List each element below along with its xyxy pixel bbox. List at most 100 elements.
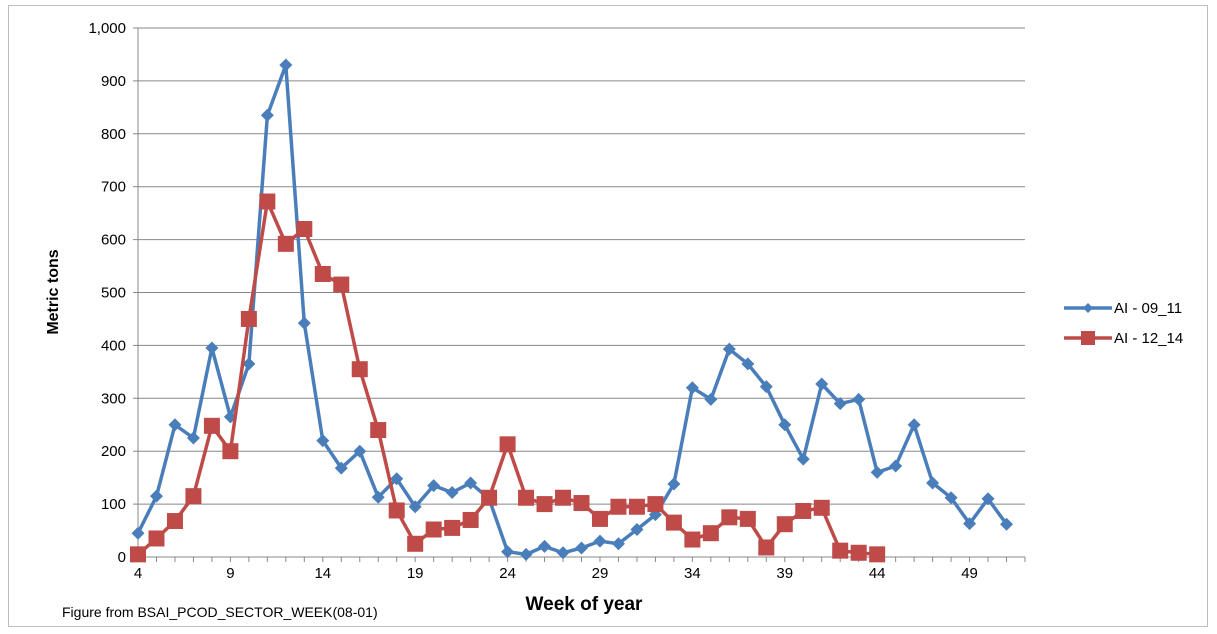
- data-point: [702, 525, 719, 542]
- legend-marker: [1083, 303, 1093, 313]
- data-point: [796, 452, 810, 466]
- x-tick-label: 39: [776, 565, 793, 582]
- y-tick-label: 500: [101, 285, 126, 302]
- data-point: [203, 417, 220, 434]
- data-point: [353, 444, 367, 458]
- y-tick-label: 0: [118, 549, 126, 566]
- data-point: [427, 479, 441, 493]
- x-tick-labels: 4 9 14 19 24 29 34 39 44 49: [134, 565, 978, 582]
- x-tick-label: 4: [134, 565, 142, 582]
- y-tick-label: 600: [101, 232, 126, 249]
- data-point: [334, 461, 348, 475]
- source-note: Figure from BSAI_PCOD_SECTOR_WEEK(08-01): [62, 604, 378, 620]
- data-point: [407, 535, 424, 552]
- data-point: [277, 235, 294, 252]
- data-point: [240, 310, 257, 327]
- data-point: [130, 546, 146, 563]
- data-point: [371, 490, 385, 504]
- data-point: [759, 380, 773, 394]
- data-point: [519, 547, 533, 561]
- data-point: [148, 530, 165, 547]
- x-tick-label: 24: [499, 565, 516, 582]
- data-point: [501, 545, 515, 559]
- data-point: [425, 521, 442, 538]
- data-point: [390, 472, 404, 486]
- y-tick-label: 100: [101, 496, 126, 513]
- data-point: [684, 531, 701, 548]
- data-point: [555, 489, 572, 506]
- x-tick-label: 14: [314, 565, 331, 582]
- data-point: [778, 418, 792, 432]
- data-point: [741, 357, 755, 371]
- data-point: [981, 492, 995, 506]
- data-point: [926, 476, 940, 490]
- data-point: [832, 542, 849, 559]
- data-point: [611, 537, 625, 551]
- data-point: [850, 544, 867, 561]
- data-point: [628, 498, 645, 515]
- y-axis-title: Metric tons: [45, 249, 62, 334]
- data-point: [351, 361, 368, 378]
- data-point: [131, 526, 145, 540]
- data-point: [907, 418, 921, 432]
- data-point: [815, 377, 829, 391]
- data-point: [333, 276, 350, 293]
- data-point: [776, 516, 793, 533]
- data-point: [297, 316, 311, 330]
- series-group: [130, 58, 1014, 563]
- data-point: [499, 436, 516, 453]
- data-point: [408, 500, 422, 514]
- data-point: [316, 434, 330, 448]
- data-point: [1000, 517, 1014, 531]
- legend: AI - 09_11 AI - 12_14: [1064, 300, 1183, 347]
- y-tick-label: 900: [101, 73, 126, 90]
- data-point: [538, 539, 552, 553]
- x-axis-title: Week of year: [526, 594, 643, 615]
- data-point: [370, 422, 387, 439]
- data-point: [869, 546, 886, 563]
- y-tick-label: 300: [101, 390, 126, 407]
- data-point: [591, 510, 608, 527]
- data-point: [667, 477, 681, 491]
- data-point: [685, 381, 699, 395]
- data-point: [186, 431, 200, 445]
- data-point: [610, 498, 627, 515]
- legend-label: AI - 12_14: [1114, 330, 1183, 347]
- data-point: [795, 502, 812, 519]
- data-point: [575, 541, 588, 555]
- data-point: [242, 357, 256, 371]
- data-point: [722, 342, 736, 356]
- data-point: [739, 510, 756, 527]
- x-tick-label: 29: [592, 565, 609, 582]
- data-point: [647, 496, 664, 513]
- y-tick-label: 800: [101, 126, 126, 143]
- data-point: [870, 465, 884, 479]
- data-point: [573, 495, 590, 512]
- y-tick-labels: 0 100 200 300 400 500 600 700 800 900 1,000: [88, 20, 126, 566]
- data-point: [462, 511, 479, 528]
- data-point: [852, 392, 866, 406]
- legend-marker: [1081, 331, 1095, 345]
- data-point: [721, 509, 738, 526]
- data-point: [704, 392, 718, 406]
- data-point: [388, 502, 405, 519]
- x-tick-label: 9: [226, 565, 234, 582]
- data-point: [944, 491, 958, 505]
- data-point: [536, 496, 553, 513]
- data-point: [556, 546, 570, 560]
- series-2: [130, 193, 886, 563]
- data-point: [222, 443, 239, 460]
- x-tick-label: 44: [869, 565, 886, 582]
- data-point: [279, 58, 293, 72]
- data-point: [185, 488, 202, 505]
- data-point: [149, 489, 163, 503]
- data-point: [963, 517, 977, 531]
- data-point: [205, 341, 219, 355]
- data-point: [296, 221, 313, 238]
- legend-item: AI - 09_11: [1064, 300, 1182, 317]
- data-point: [168, 418, 182, 432]
- data-point: [260, 108, 274, 122]
- data-point: [464, 476, 478, 490]
- x-tick-label: 49: [961, 565, 978, 582]
